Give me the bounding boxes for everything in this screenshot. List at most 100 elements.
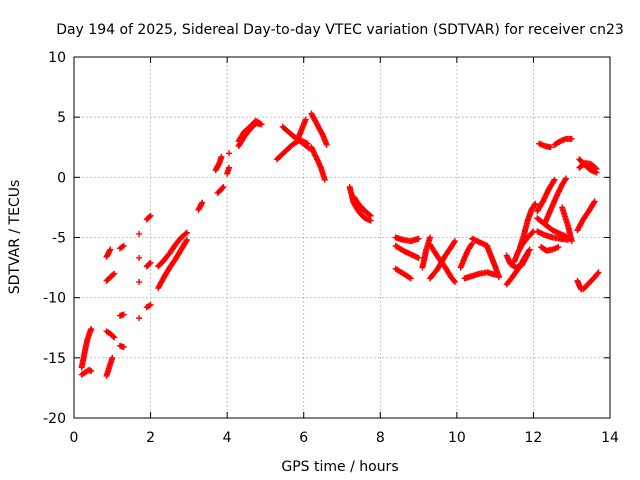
data-point (302, 116, 309, 123)
data-point (451, 279, 458, 286)
x-tick-label: 2 (146, 430, 155, 446)
data-point (321, 176, 328, 183)
series-s17 (155, 236, 190, 292)
x-tick-label: 8 (376, 430, 385, 446)
series-s18 (155, 229, 190, 270)
data-point (226, 150, 233, 157)
data-point (526, 246, 533, 253)
data-point (147, 301, 154, 308)
series-s29 (308, 110, 330, 148)
series-s52 (551, 135, 575, 148)
series-s54 (559, 204, 575, 245)
data-point (532, 200, 539, 207)
series-s16 (143, 212, 154, 223)
data-point (593, 165, 600, 172)
x-tick-label: 12 (525, 430, 543, 446)
data-point (451, 239, 458, 246)
series-s33 (392, 234, 422, 245)
data-point (427, 234, 434, 241)
data-point (550, 177, 557, 184)
data-point (119, 243, 126, 250)
data-point (111, 334, 118, 341)
data-point (256, 120, 263, 127)
data-point (111, 270, 118, 277)
y-axis-label: SDTVAR / TECUs (7, 180, 23, 295)
y-tick-label: -15 (43, 351, 66, 367)
series-s3 (103, 354, 116, 379)
data-point (218, 153, 225, 160)
x-tick-label: 14 (601, 430, 619, 446)
data-point (551, 176, 558, 183)
data-point (219, 185, 226, 192)
data-point (323, 141, 330, 148)
data-point (146, 213, 153, 220)
series-s46 (517, 200, 539, 251)
data-point (147, 259, 154, 266)
data-point (367, 212, 374, 219)
data-point (529, 229, 536, 236)
data-point (146, 302, 153, 309)
y-tick-label: 5 (57, 110, 66, 126)
data-point (120, 344, 127, 351)
series-s28 (294, 116, 309, 142)
series-s57 (574, 198, 598, 234)
data-point (183, 238, 190, 245)
series-s25 (235, 117, 263, 145)
data-point (88, 325, 95, 332)
series-s40 (461, 269, 499, 282)
y-tick-label: 10 (48, 50, 66, 66)
data-point (120, 311, 127, 318)
series-s6 (103, 246, 114, 260)
data-point (220, 183, 227, 190)
series-s12 (136, 254, 143, 261)
x-tick-label: 4 (223, 430, 232, 446)
series-s26 (273, 137, 311, 163)
data-point (183, 236, 190, 243)
series-s4 (103, 328, 118, 341)
data-point (406, 274, 413, 281)
data-point (562, 176, 569, 183)
series-s51 (536, 140, 554, 151)
data-point (555, 244, 562, 251)
data-point (110, 333, 117, 340)
data-point (120, 242, 127, 249)
y-tick-label: -10 (43, 291, 66, 307)
data-point (415, 235, 422, 242)
series-s21 (212, 153, 225, 174)
data-point (415, 254, 422, 261)
series-s36 (419, 234, 434, 271)
data-point (136, 279, 143, 286)
data-point (407, 275, 414, 282)
series-s22 (224, 164, 233, 177)
data-point (110, 271, 117, 278)
series-s1 (78, 325, 95, 371)
x-tick-label: 0 (70, 430, 79, 446)
marks-layer (78, 110, 602, 379)
series-s11 (136, 279, 143, 286)
data-point (468, 241, 475, 248)
x-tick-label: 10 (448, 430, 466, 446)
data-point (568, 135, 575, 142)
series-s7 (116, 342, 127, 351)
data-point (495, 274, 502, 281)
series-s50 (541, 175, 569, 227)
series-s8 (116, 311, 127, 319)
data-point (594, 270, 601, 277)
series-s56 (580, 269, 602, 293)
data-point (531, 202, 538, 209)
data-point (109, 354, 116, 361)
series-s10 (136, 315, 143, 322)
series-s42 (484, 244, 502, 281)
data-point (547, 144, 554, 151)
series-s59 (576, 159, 600, 172)
data-point (562, 175, 569, 182)
series-s15 (143, 259, 154, 270)
data-point (255, 119, 262, 126)
series-s9 (116, 242, 127, 252)
series-s19 (195, 199, 206, 213)
data-point (366, 211, 373, 218)
series-s39 (457, 240, 476, 271)
data-point (199, 199, 206, 206)
data-point (136, 230, 143, 237)
series-s14 (143, 301, 154, 311)
